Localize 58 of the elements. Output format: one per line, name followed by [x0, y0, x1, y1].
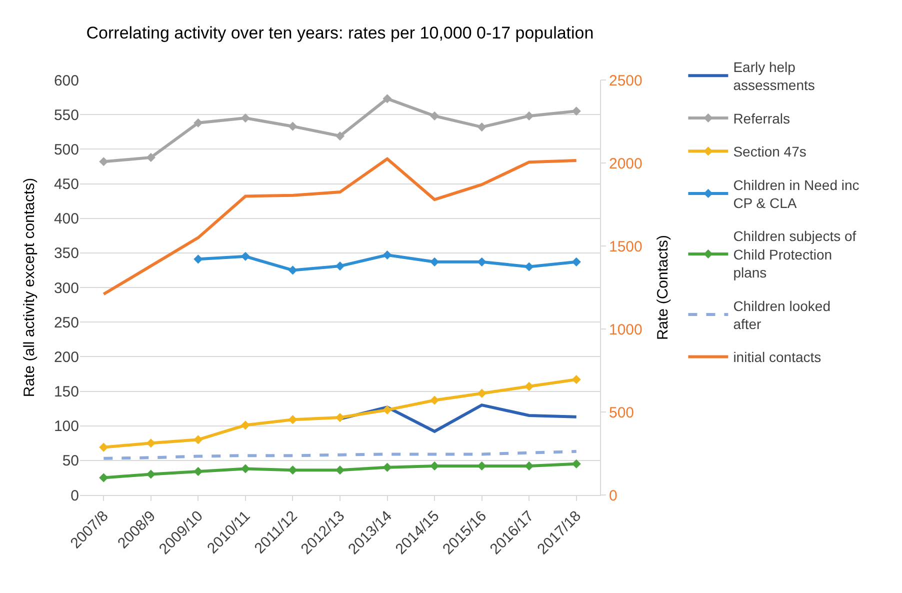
y-axis-title: Rate (all activity except contacts)	[21, 178, 38, 398]
point	[382, 250, 392, 260]
point	[382, 94, 392, 104]
y2-tick-label: 0	[609, 487, 618, 504]
point	[99, 442, 108, 452]
y2-tick-label: 2000	[609, 155, 642, 172]
point	[382, 405, 392, 414]
chart-title: Correlating activity over ten years: rates per 10,000 0-17 population	[86, 24, 594, 43]
legend-label: initial contacts	[733, 349, 822, 366]
point	[240, 420, 250, 430]
y-tick-label: 450	[54, 176, 79, 193]
legend-label: Children in Need inc CP & CLA	[733, 176, 860, 212]
y2-tick-label: 500	[609, 404, 634, 422]
legend-label: Referrals	[733, 110, 790, 126]
y2-tick-label: 1500	[609, 238, 642, 256]
point	[524, 111, 534, 121]
point	[194, 254, 203, 264]
point	[477, 388, 486, 398]
y-tick-label: 600	[54, 72, 79, 90]
y2-tick-label: 1000	[609, 321, 642, 338]
point	[382, 462, 392, 472]
point	[335, 466, 345, 475]
line-series	[102, 157, 578, 296]
point	[477, 122, 486, 132]
point	[430, 396, 440, 405]
point	[335, 131, 345, 141]
y-tick-label: 400	[54, 210, 79, 228]
point	[240, 113, 250, 123]
point	[194, 435, 203, 444]
point	[288, 266, 298, 275]
line-series	[102, 450, 578, 460]
legend-label: Early help assessments	[733, 59, 815, 94]
y2-tick-label: 2500	[609, 72, 642, 90]
legend-label: Children looked after	[733, 298, 830, 332]
y-tick-label: 100	[54, 418, 79, 436]
legend-label: Children subjects of Child Protection plans	[733, 228, 856, 281]
point	[572, 374, 581, 384]
point	[99, 157, 108, 166]
y-tick-label: 0	[70, 487, 79, 504]
y-tick-label: 50	[62, 452, 79, 470]
point	[335, 262, 345, 271]
y2-axis-title: Rate (Contacts)	[654, 234, 672, 340]
point	[572, 257, 581, 266]
point	[335, 412, 345, 422]
y-tick-label: 150	[54, 384, 79, 400]
point	[430, 111, 440, 121]
point	[288, 122, 298, 131]
y-tick-label: 550	[54, 106, 79, 124]
point	[146, 152, 156, 162]
y-tick-label: 200	[54, 348, 79, 366]
point	[524, 382, 534, 391]
legend-label: Section 47s	[733, 144, 806, 160]
point	[524, 262, 534, 272]
y-tick-label: 350	[54, 245, 79, 262]
y-tick-label: 500	[54, 141, 79, 158]
y-tick-label: 300	[54, 280, 79, 297]
point	[194, 466, 203, 476]
y-tick-label: 250	[54, 314, 79, 332]
